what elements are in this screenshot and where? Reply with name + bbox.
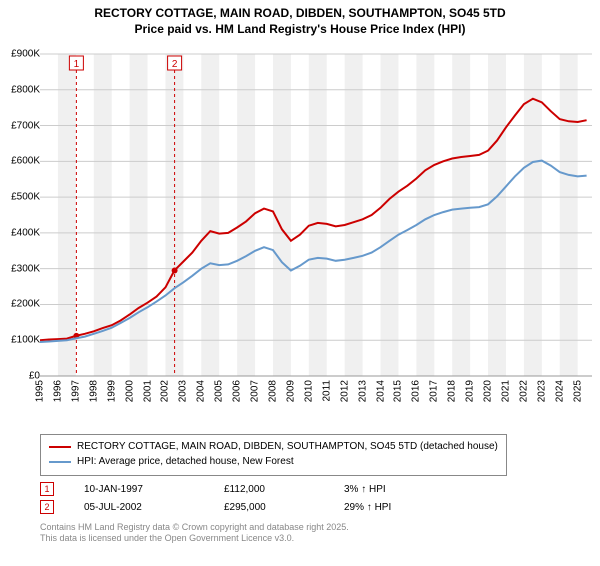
x-tick-label: 2015 <box>393 380 404 402</box>
x-tick-label: 1995 <box>35 380 46 402</box>
marker-row-1: 1 10-JAN-1997 £112,000 3% ↑ HPI <box>40 480 424 498</box>
marker-badge-1: 1 <box>40 482 54 496</box>
x-tick-label: 2010 <box>303 380 314 402</box>
legend-label-property: RECTORY COTTAGE, MAIN ROAD, DIBDEN, SOUT… <box>77 441 498 452</box>
x-tick-label: 2000 <box>124 380 135 402</box>
x-tick-label: 2024 <box>554 380 565 402</box>
y-tick-label: £200K <box>0 299 40 310</box>
legend-item-property: RECTORY COTTAGE, MAIN ROAD, DIBDEN, SOUT… <box>49 439 498 454</box>
x-tick-label: 1997 <box>70 380 81 402</box>
y-tick-label: £300K <box>0 263 40 274</box>
x-tick-label: 1998 <box>88 380 99 402</box>
x-tick-label: 2023 <box>536 380 547 402</box>
svg-text:1: 1 <box>74 59 80 70</box>
attribution-line2: This data is licensed under the Open Gov… <box>40 533 349 544</box>
marker-table: 1 10-JAN-1997 £112,000 3% ↑ HPI 2 05-JUL… <box>40 480 424 516</box>
marker-date-1: 10-JAN-1997 <box>84 484 194 495</box>
x-tick-label: 2022 <box>518 380 529 402</box>
y-tick-label: £800K <box>0 84 40 95</box>
marker-pct-2: 29% ↑ HPI <box>344 502 424 513</box>
x-tick-label: 2012 <box>339 380 350 402</box>
svg-text:2: 2 <box>172 59 178 70</box>
legend-item-hpi: HPI: Average price, detached house, New … <box>49 454 498 469</box>
y-tick-label: £600K <box>0 156 40 167</box>
x-tick-label: 2005 <box>214 380 225 402</box>
x-tick-label: 2007 <box>250 380 261 402</box>
x-tick-label: 2008 <box>267 380 278 402</box>
y-tick-label: £400K <box>0 227 40 238</box>
marker-row-2: 2 05-JUL-2002 £295,000 29% ↑ HPI <box>40 498 424 516</box>
x-tick-label: 2002 <box>160 380 171 402</box>
x-tick-label: 1999 <box>106 380 117 402</box>
marker-pct-1: 3% ↑ HPI <box>344 484 424 495</box>
x-tick-label: 2009 <box>285 380 296 402</box>
x-tick-label: 2011 <box>321 380 332 402</box>
x-tick-label: 2021 <box>500 380 511 402</box>
x-tick-label: 1996 <box>52 380 63 402</box>
x-tick-label: 2006 <box>232 380 243 402</box>
x-tick-label: 2017 <box>429 380 440 402</box>
x-tick-label: 2004 <box>196 380 207 402</box>
x-tick-label: 2019 <box>465 380 476 402</box>
x-tick-label: 2001 <box>142 380 153 402</box>
y-tick-label: £900K <box>0 49 40 60</box>
chart-container: 12 £0£100K£200K£300K£400K£500K£600K£700K… <box>0 44 600 424</box>
x-tick-label: 2016 <box>411 380 422 402</box>
y-tick-label: £100K <box>0 335 40 346</box>
marker-date-2: 05-JUL-2002 <box>84 502 194 513</box>
x-tick-label: 2020 <box>483 380 494 402</box>
x-tick-label: 2013 <box>357 380 368 402</box>
x-tick-label: 2014 <box>375 380 386 402</box>
attribution-line1: Contains HM Land Registry data © Crown c… <box>40 522 349 533</box>
x-tick-label: 2025 <box>572 380 583 402</box>
price-chart: 12 <box>0 44 600 424</box>
legend-swatch-hpi <box>49 461 71 463</box>
legend: RECTORY COTTAGE, MAIN ROAD, DIBDEN, SOUT… <box>40 434 507 476</box>
legend-swatch-property <box>49 446 71 448</box>
marker-badge-2: 2 <box>40 500 54 514</box>
x-tick-label: 2003 <box>178 380 189 402</box>
y-tick-label: £500K <box>0 192 40 203</box>
marker-price-2: £295,000 <box>224 502 314 513</box>
chart-title-line2: Price paid vs. HM Land Registry's House … <box>0 22 600 36</box>
x-tick-label: 2018 <box>447 380 458 402</box>
attribution: Contains HM Land Registry data © Crown c… <box>40 522 349 545</box>
y-tick-label: £700K <box>0 120 40 131</box>
marker-price-1: £112,000 <box>224 484 314 495</box>
chart-title-line1: RECTORY COTTAGE, MAIN ROAD, DIBDEN, SOUT… <box>0 6 600 20</box>
legend-label-hpi: HPI: Average price, detached house, New … <box>77 456 294 467</box>
